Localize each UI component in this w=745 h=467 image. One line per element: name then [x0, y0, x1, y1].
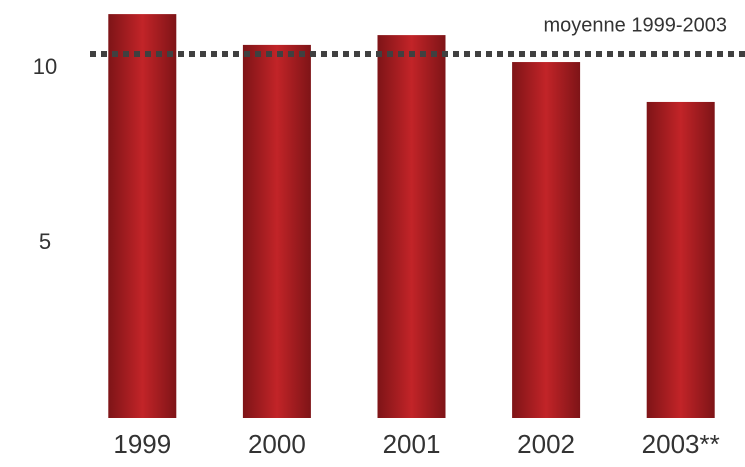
- y-tick-label: 10: [33, 54, 57, 79]
- x-tick-label: 2001: [383, 429, 441, 459]
- bar: [646, 101, 715, 418]
- bar: [242, 44, 311, 419]
- x-tick-label: 1999: [113, 429, 171, 459]
- x-tick-label: 2000: [248, 429, 306, 459]
- reference-label: moyenne 1999-2003: [544, 14, 727, 36]
- x-tick-label: 2002: [517, 429, 575, 459]
- bar: [108, 14, 177, 418]
- bar: [512, 62, 581, 419]
- y-tick-label: 5: [39, 229, 51, 254]
- x-tick-label: 2003**: [642, 429, 720, 459]
- bar: [377, 35, 446, 418]
